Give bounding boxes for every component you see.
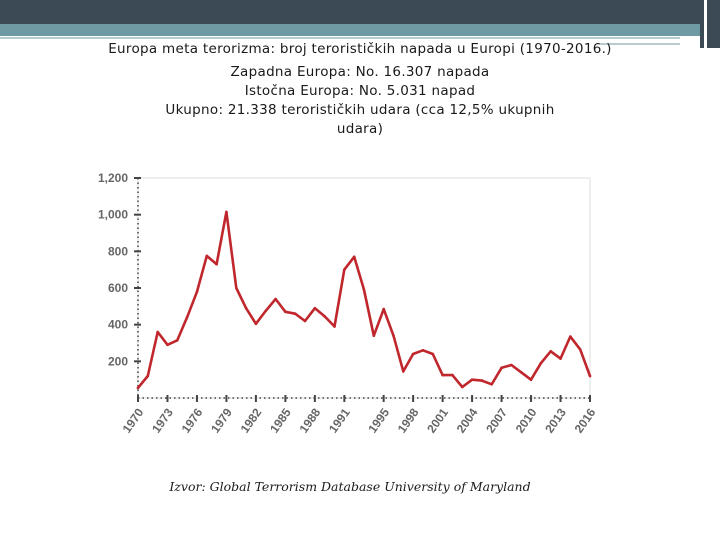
data-point [293,312,297,316]
data-point [411,352,415,356]
header-line-3: Istočna Europa: No. 5.031 napad [244,83,476,99]
x-tick-label: 1991 [326,405,353,435]
data-point [549,350,552,353]
y-tick-label: 200 [108,354,128,368]
data-point [156,330,159,334]
data-point [362,288,366,292]
data-point [569,335,572,338]
y-tick-label: 600 [108,281,128,295]
top-decoration-bar [0,0,720,48]
data-point [559,357,562,360]
data-point [254,322,258,326]
y-tick-label: 1,000 [98,208,128,222]
x-tick-label: 1985 [267,405,294,435]
data-point [264,309,268,313]
data-point [185,316,189,319]
x-tick-label: 2004 [454,405,481,435]
data-point [235,286,238,290]
data-point [136,386,140,390]
data-point [470,378,474,382]
top-bar-teal-band [0,24,700,36]
data-point [588,374,592,378]
y-tick-label: 1,200 [98,171,128,185]
data-point [225,210,228,214]
x-tick-label: 1998 [395,405,422,435]
data-point [402,370,405,373]
data-point [176,339,179,342]
x-tick-label: 1970 [120,405,147,435]
x-tick-label: 1976 [179,405,206,435]
header-line-4: Ukupno: 21.338 terorističkih udara (cca … [165,102,555,118]
data-point [500,366,503,370]
data-point [333,325,336,328]
data-point [274,297,277,301]
data-point [303,319,307,323]
data-point [539,361,543,365]
data-point [529,378,533,382]
top-bar-right-gap [704,0,707,48]
x-tick-label: 1995 [365,405,392,435]
data-point [431,352,435,356]
y-tick-label: 800 [108,244,128,258]
data-point [284,310,287,314]
data-point [146,374,150,378]
y-tick-label: 400 [108,318,128,332]
data-point [451,373,454,377]
top-bar-dark-band [0,0,700,24]
data-point [510,363,513,367]
x-tick-label: 1979 [208,405,235,435]
data-point [480,379,484,382]
x-tick-label: 1982 [238,405,265,435]
data-point [519,371,523,374]
data-point [205,254,209,258]
data-point [343,268,346,272]
data-point [323,315,327,318]
data-point [441,373,444,377]
source-caption: Izvor: Global Terrorism Database Univers… [169,479,531,494]
data-point [372,334,376,338]
data-point [382,307,386,311]
x-tick-label: 2001 [424,405,451,435]
data-point [421,349,425,352]
x-tick-label: 2013 [542,405,569,435]
header-line-2: Zapadna Europa: No. 16.307 napada [230,64,490,80]
header-line-5: udara) [336,121,384,137]
x-tick-label: 1973 [149,405,176,435]
data-point [352,255,356,259]
data-point [215,262,218,266]
data-point [461,385,464,389]
data-point [578,348,582,351]
data-point [392,334,395,338]
data-point [166,343,169,347]
x-tick-label: 1988 [297,405,324,435]
data-point [244,306,248,310]
header-line-1: Europa meta terorizma: broj teroristički… [108,41,612,57]
data-point [195,290,199,294]
data-point [313,306,317,310]
data-point [490,383,494,386]
x-tick-label: 2007 [483,405,510,435]
x-tick-label: 2010 [513,405,540,435]
x-tick-label: 2016 [572,405,599,435]
